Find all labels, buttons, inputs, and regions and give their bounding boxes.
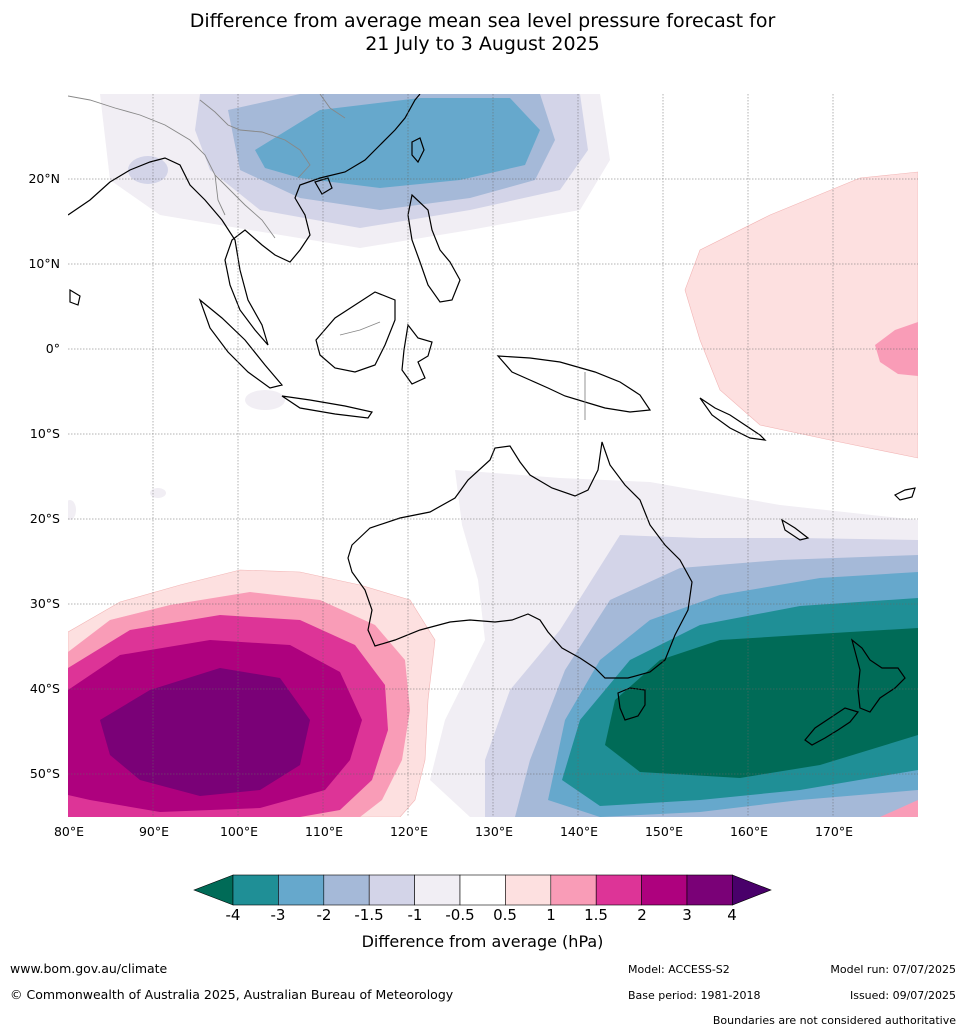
lat-label: 20°S <box>29 511 60 526</box>
lat-label: 20°N <box>28 171 60 186</box>
coastline-fiji <box>893 487 916 501</box>
country-borders <box>68 94 586 420</box>
lat-label: 50°S <box>29 766 60 781</box>
coastline-new-guinea <box>496 355 652 413</box>
lon-label: 150°E <box>644 824 683 839</box>
graticule <box>68 94 918 817</box>
lat-label: 30°S <box>29 596 60 611</box>
lon-label: 120°E <box>389 824 428 839</box>
coastlines <box>68 94 916 746</box>
anomaly-patch <box>150 488 166 498</box>
colorbar-tick-label: 1 <box>546 906 556 924</box>
coastline-new-caledonia <box>780 518 810 541</box>
footer-issued: Issued: 09/07/2025 <box>849 989 956 1002</box>
map-area <box>68 94 918 817</box>
lat-label: 10°S <box>29 426 60 441</box>
colorbar-tick-label: 0.5 <box>493 906 517 924</box>
anomaly-low-tasman <box>430 470 918 817</box>
colorbar-tick-label: 4 <box>727 906 737 924</box>
title-line-1: Difference from average mean sea level p… <box>189 10 776 32</box>
lat-label: 10°N <box>28 256 60 271</box>
colorbar-title: Difference from average (hPa) <box>361 932 604 951</box>
anomaly-low-north <box>100 94 610 248</box>
colorbar-segment <box>278 874 325 906</box>
colorbar-segment <box>323 874 370 906</box>
lat-label: 40°S <box>29 681 60 696</box>
colorbar-tick-label: -0.5 <box>445 906 475 924</box>
footer-model: Model: ACCESS-S2 <box>628 963 730 976</box>
title-line-2: 21 July to 3 August 2025 <box>365 33 600 55</box>
lon-label: 100°E <box>219 824 258 839</box>
colorbar-extend-max <box>732 874 772 906</box>
footer-copyright: © Commonwealth of Australia 2025, Austra… <box>10 987 454 1002</box>
coastline-tasmania <box>617 687 646 721</box>
footer-url: www.bom.gov.au/climate <box>10 961 168 976</box>
coastline-hainan <box>314 177 333 195</box>
colorbar-segment <box>232 874 279 906</box>
coastline-sulawesi <box>401 323 433 385</box>
anomaly-high-pacific <box>684 171 918 459</box>
colorbar-tick-label: 1.5 <box>584 906 608 924</box>
coastline-philippines <box>407 193 461 303</box>
chart-title: Difference from average mean sea level p… <box>0 10 965 56</box>
colorbar <box>193 874 772 906</box>
colorbar-tick-label: 2 <box>637 906 647 924</box>
colorbar-segment <box>505 874 552 906</box>
colorbar-segment <box>414 874 461 906</box>
colorbar-tick-label: 3 <box>682 906 692 924</box>
colorbar-segment <box>595 874 642 906</box>
colorbar-tick-label: -2 <box>316 906 332 924</box>
colorbar-segment <box>550 874 597 906</box>
coastline-sumatra <box>198 298 284 389</box>
colorbar-extend-min <box>193 874 234 906</box>
coastline-new-zealand-south <box>804 707 860 746</box>
lon-label: 140°E <box>559 824 598 839</box>
colorbar-tick-label: -3 <box>270 906 286 924</box>
anomaly-patch <box>128 156 168 184</box>
coastline-borneo <box>315 291 396 373</box>
coastline-taiwan <box>411 137 425 164</box>
coastline-java <box>281 395 373 419</box>
anomaly-patch <box>68 500 76 520</box>
colorbar-tick-label: -4 <box>225 906 241 924</box>
lon-label: 80°E <box>53 824 85 839</box>
coastline-new-zealand-north <box>850 638 906 713</box>
anomaly-high-indian-ocean <box>68 569 436 817</box>
colorbar-segment <box>641 874 688 906</box>
colorbar-segment <box>686 874 733 906</box>
colorbar-tick-label: -1.5 <box>354 906 384 924</box>
colorbar-segment <box>368 874 415 906</box>
footer-base-period: Base period: 1981-2018 <box>628 989 761 1002</box>
lon-label: 90°E <box>138 824 170 839</box>
coastline-sri-lanka <box>69 288 81 306</box>
lat-label: 0° <box>45 341 60 356</box>
coastline-asia-mainland <box>68 94 421 346</box>
colorbar-tick-label: -1 <box>407 906 423 924</box>
anomaly-patch <box>880 800 918 817</box>
footer-model-run: Model run: 07/07/2025 <box>830 963 956 976</box>
coastline-australia <box>347 441 693 679</box>
lon-label: 110°E <box>304 824 343 839</box>
lon-label: 160°E <box>729 824 768 839</box>
colorbar-segment <box>459 874 506 906</box>
anomaly-patch <box>245 390 285 410</box>
lon-label: 170°E <box>814 824 853 839</box>
lon-label: 130°E <box>474 824 513 839</box>
footer-disclaimer: Boundaries are not considered authoritat… <box>712 1014 956 1027</box>
coastline-solomon-islands <box>699 397 767 441</box>
